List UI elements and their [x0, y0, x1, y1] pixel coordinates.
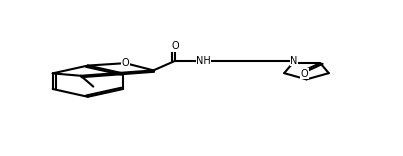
- Text: O: O: [122, 58, 129, 68]
- Text: O: O: [301, 69, 308, 79]
- Text: O: O: [172, 41, 179, 51]
- Text: NH: NH: [196, 56, 211, 66]
- Text: N: N: [290, 56, 298, 66]
